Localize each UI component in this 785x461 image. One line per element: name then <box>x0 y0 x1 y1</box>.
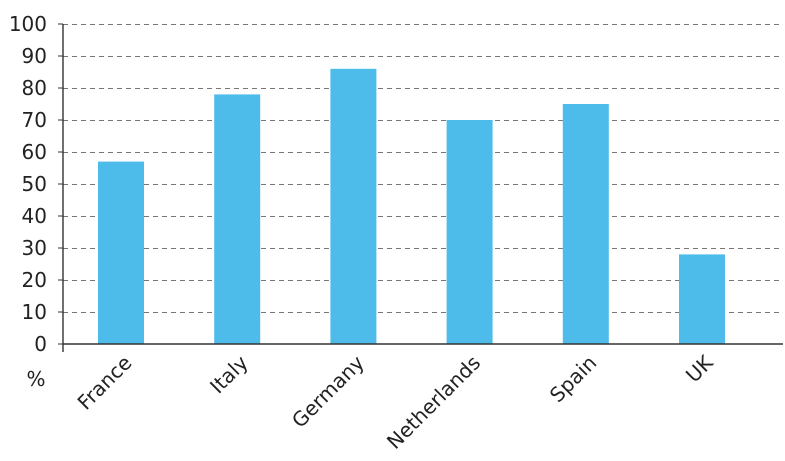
y-tick-label: 40 <box>22 204 47 228</box>
x-tick-label: Italy <box>205 350 253 398</box>
bar-netherlands <box>446 120 493 344</box>
x-tick-label: Spain <box>545 351 601 407</box>
bar-italy <box>214 94 261 345</box>
y-tick-label: 60 <box>22 140 47 164</box>
y-tick-label: 90 <box>22 44 47 68</box>
y-tick-label: 20 <box>22 268 47 292</box>
x-tick-label: Germany <box>287 350 369 432</box>
y-tick-label: 0 <box>34 332 47 356</box>
x-tick-label: Netherlands <box>382 351 485 454</box>
x-tick-label: France <box>73 351 137 415</box>
y-tick-label: 10 <box>22 300 47 324</box>
y-tick-label: 100 <box>9 12 47 36</box>
bar-spain <box>562 104 609 344</box>
y-tick-label: 70 <box>22 108 47 132</box>
bar-france <box>98 161 144 344</box>
y-axis-unit-label: % <box>26 367 45 391</box>
y-tick-label: 50 <box>22 172 47 196</box>
bar-germany <box>330 68 377 345</box>
x-tick-labels: France Italy Germany Netherlands Spain UK <box>73 350 719 454</box>
y-tick-label: 80 <box>22 76 47 100</box>
grid-lines <box>63 24 783 313</box>
bar-uk <box>679 254 725 344</box>
bars <box>98 68 725 345</box>
y-tick-labels: 0 10 20 30 40 50 60 70 80 90 100 <box>9 12 63 356</box>
y-tick-label: 30 <box>22 236 47 260</box>
x-tick-label: UK <box>681 350 718 387</box>
